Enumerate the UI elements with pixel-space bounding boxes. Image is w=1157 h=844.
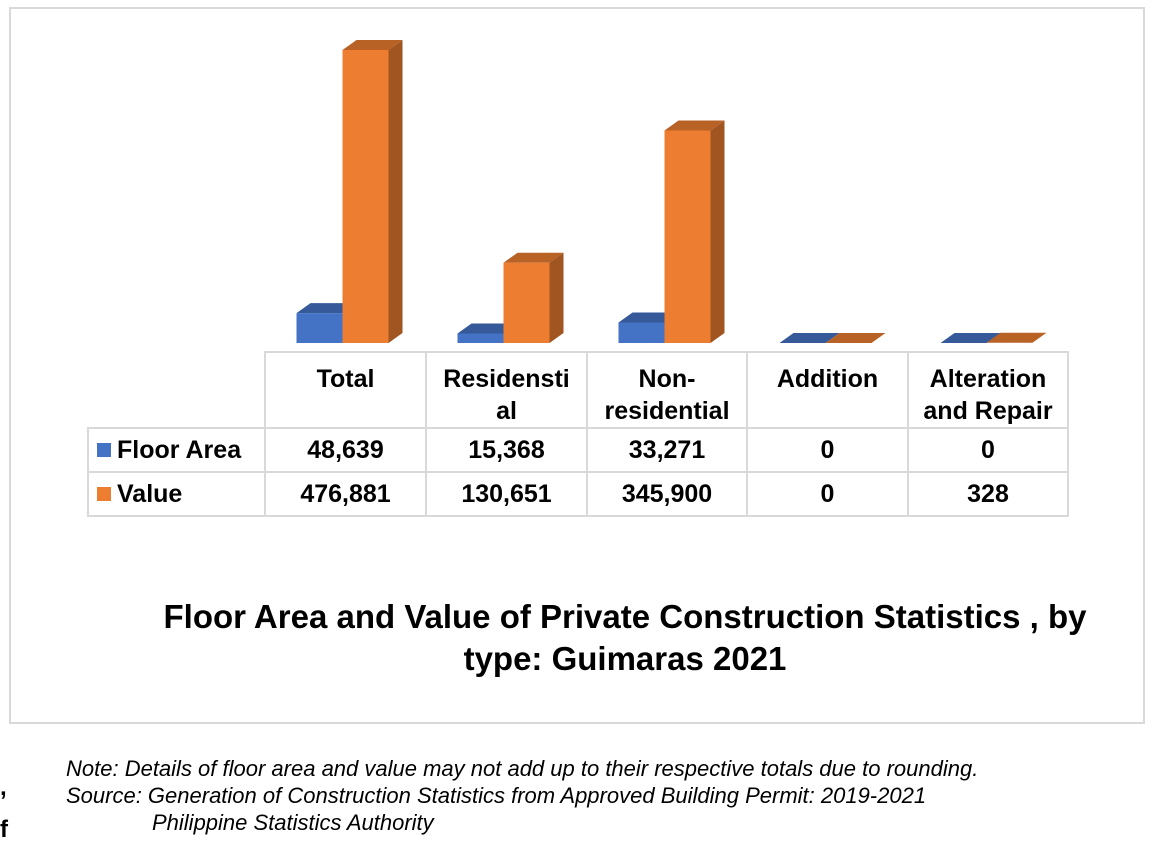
table-row-floor-area: Floor Area 48,639 15,368 33,271 0 0 (87, 427, 1069, 473)
data-cell: 33,271 (586, 427, 748, 473)
bar-top-floor-area (618, 312, 679, 323)
legend-swatch-floor-area (97, 443, 111, 457)
bar-top-value (986, 332, 1047, 343)
bar-front-floor-area (618, 322, 665, 343)
footnote-agency: Philippine Statistics Authority (152, 810, 434, 835)
bar-top-floor-area (457, 323, 518, 334)
bar-front-value (664, 130, 711, 343)
category-label: Non- residential (586, 351, 748, 429)
footnotes: Note: Details of floor area and value ma… (66, 755, 978, 836)
table-row-value: Value 476,881 130,651 345,900 0 328 (87, 471, 1069, 517)
bar-side-value (549, 252, 564, 343)
data-cell: 0 (907, 427, 1069, 473)
data-cell: 0 (746, 427, 909, 473)
chart-data-table: Total Residensti al Non- residential Add… (87, 351, 1069, 517)
bar-top-value (825, 333, 886, 343)
bar-side-value (710, 120, 725, 343)
table-header-row: Total Residensti al Non- residential Add… (88, 351, 1069, 429)
bar-top-floor-area (779, 333, 840, 343)
bar-top-value (503, 252, 564, 263)
legend-item-value: Value (87, 471, 266, 517)
legend-label: Value (117, 480, 183, 508)
bar-front-value (503, 262, 550, 343)
bar-top-floor-area (940, 333, 1001, 343)
bar-front-floor-area (457, 333, 504, 343)
legend-label: Floor Area (117, 436, 242, 464)
bar-top-floor-area (296, 303, 357, 314)
data-cell: 0 (746, 471, 909, 517)
cropped-text-fragment: f (0, 816, 8, 843)
data-cell: 345,900 (586, 471, 748, 517)
cropped-text-fragment: , (0, 774, 7, 801)
legend-swatch-value (97, 487, 111, 501)
category-label: Residensti al (425, 351, 588, 429)
footnote-source: Source: Generation of Construction Stati… (66, 783, 927, 808)
category-label: Addition (746, 351, 909, 429)
data-cell: 15,368 (425, 427, 588, 473)
category-label: Alteration and Repair (907, 351, 1069, 429)
data-cell: 328 (907, 471, 1069, 517)
footnote-note: Note: Details of floor area and value ma… (66, 756, 979, 781)
table-corner-cell (88, 352, 266, 429)
category-label: Total (264, 351, 427, 429)
data-cell: 48,639 (264, 427, 427, 473)
data-cell: 476,881 (264, 471, 427, 517)
legend-item-floor-area: Floor Area (87, 427, 266, 473)
bar-front-floor-area (296, 313, 343, 343)
bar-front-value (342, 50, 389, 343)
bar-top-value (664, 120, 725, 131)
chart-title: Floor Area and Value of Private Construc… (163, 598, 1087, 677)
bar-side-value (388, 40, 403, 343)
bar-top-value (342, 40, 403, 50)
data-cell: 130,651 (425, 471, 588, 517)
